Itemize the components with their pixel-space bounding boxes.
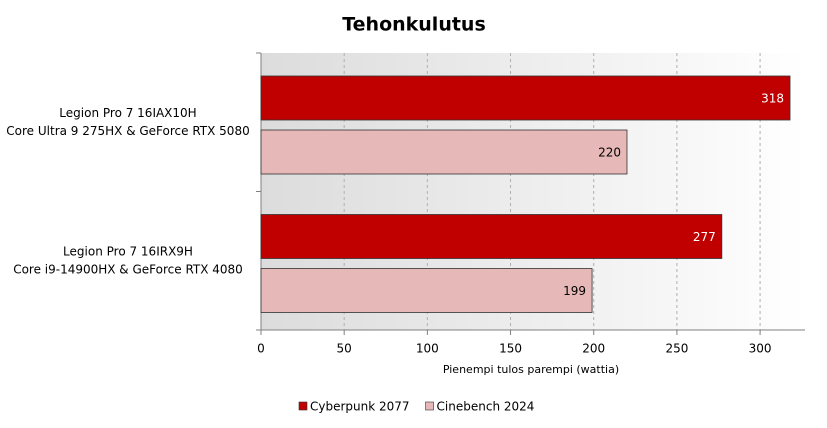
x-tick-label: 250: [665, 342, 688, 356]
x-tick-label: 50: [337, 342, 352, 356]
x-tick-label: 300: [749, 342, 772, 356]
legend-swatch: [425, 401, 434, 411]
y-tick-label: Legion Pro 7 16IAX10H: [59, 106, 196, 120]
bar: [260, 129, 628, 175]
x-tick-label: 0: [257, 342, 265, 356]
y-tick-label: Core Ultra 9 275HX & GeForce RTX 5080: [6, 124, 249, 138]
legend-label: Cyberpunk 2077: [310, 400, 410, 414]
legend-label: Cinebench 2024: [437, 400, 535, 414]
x-tick-label: 150: [499, 342, 522, 356]
chart-title: Tehonkulutus: [342, 14, 486, 36]
bar: [260, 214, 723, 259]
x-tick-label: 100: [416, 342, 439, 356]
x-axis-label: Pienempi tulos parempi (wattia): [443, 363, 619, 376]
legend-swatch: [298, 401, 308, 411]
value-label: 277: [693, 230, 716, 244]
x-tick-label: 200: [582, 342, 605, 356]
value-label: 318: [761, 92, 784, 106]
y-tick-label: Core i9-14900HX & GeForce RTX 4080: [13, 262, 243, 276]
value-label: 199: [563, 284, 586, 298]
y-tick-label: Legion Pro 7 16IRX9H: [63, 244, 193, 258]
bar: [260, 75, 791, 121]
value-label: 220: [598, 146, 621, 160]
bar: [260, 268, 593, 313]
